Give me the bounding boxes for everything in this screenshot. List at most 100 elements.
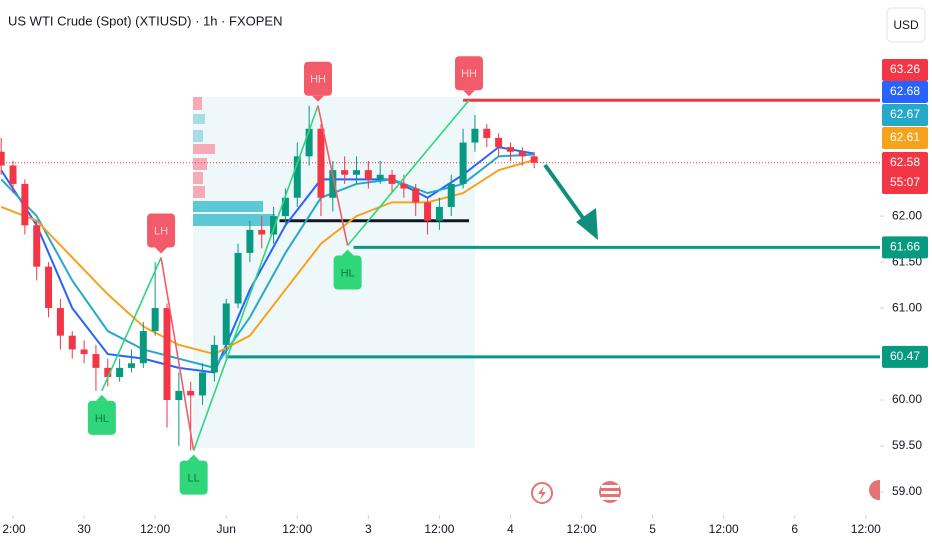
candle-body — [246, 229, 254, 253]
currency-button[interactable] — [886, 7, 926, 43]
candle-body — [45, 266, 53, 309]
zigzag-segment — [101, 257, 162, 392]
profile-bar — [193, 201, 263, 212]
x-tick-label: 12:00 — [282, 522, 312, 536]
pivot-pointer — [95, 394, 108, 401]
candle-body — [163, 308, 171, 401]
price-tag-label: 62.67 — [890, 107, 920, 121]
candle-body — [518, 151, 526, 157]
profile-bar — [193, 114, 205, 124]
pivot-pointer — [312, 95, 325, 102]
candle-body — [210, 344, 218, 373]
candle-body — [435, 206, 443, 221]
zigzag-segment — [347, 99, 470, 247]
pivot-label: LL — [188, 473, 200, 485]
candle-body — [305, 128, 313, 157]
price-tag-label: 62.58 — [890, 155, 920, 169]
forecast-arrow — [543, 163, 598, 240]
x-tick-label: 5 — [649, 522, 656, 536]
candle-body — [187, 390, 195, 396]
candle-body — [56, 308, 64, 336]
price-tag-label: 60.47 — [890, 349, 920, 363]
candle-body — [495, 137, 503, 148]
pivot-label: LH — [154, 225, 168, 237]
candle-body — [80, 349, 88, 355]
x-tick-label: Jun — [217, 522, 236, 536]
candle-body — [104, 367, 112, 378]
candle-body — [447, 183, 455, 207]
candle-body — [234, 252, 242, 304]
event-icon-bolt — [538, 486, 546, 500]
y-tick-label: 59.00 — [892, 484, 922, 498]
pivot-box — [333, 255, 362, 290]
candle-body — [483, 128, 491, 138]
profile-bar — [193, 144, 215, 154]
moving-average — [0, 153, 535, 369]
arrow-head — [576, 208, 598, 240]
pivot-label: HL — [95, 413, 109, 425]
countdown-label: 55:07 — [890, 175, 920, 189]
arrow-shaft — [543, 163, 590, 227]
candle-body — [364, 170, 372, 180]
flag-stripe — [601, 497, 619, 500]
candle-body — [0, 151, 5, 166]
candle-body — [341, 170, 349, 175]
pivot-label: HH — [310, 74, 326, 86]
candle-body — [116, 367, 124, 378]
profile-bar — [193, 97, 202, 110]
pivot-pointer — [341, 249, 354, 256]
x-tick-label: 12:00 — [567, 522, 597, 536]
pivot-box — [179, 460, 208, 495]
x-tick-label: 12:00 — [140, 522, 170, 536]
pivot-marker: HH — [304, 61, 333, 102]
x-tick-label: 30 — [77, 522, 91, 536]
pivot-label: HL — [341, 267, 355, 279]
y-tick-label: 61.00 — [892, 300, 922, 314]
candle-body — [388, 174, 396, 184]
candle-body — [151, 308, 159, 332]
candle-body — [424, 202, 432, 221]
candle-body — [258, 229, 266, 235]
candle-body — [459, 142, 467, 184]
price-tag-label: 62.61 — [890, 130, 920, 144]
profile-bar — [193, 186, 205, 198]
candle-body — [293, 156, 301, 198]
price-tag-label: 62.68 — [890, 84, 920, 98]
pivot-marker: HL — [333, 249, 362, 290]
candle-body — [33, 225, 41, 267]
x-tick-label: 3 — [365, 522, 372, 536]
currency-label[interactable]: USD — [893, 18, 919, 32]
price-tag — [882, 152, 928, 194]
pivot-pointer — [463, 90, 476, 97]
pivot-marker: HL — [87, 394, 116, 435]
candle-body — [329, 170, 337, 198]
y-tick-label: 62.00 — [892, 208, 922, 222]
price-tag — [882, 81, 928, 103]
y-tick-label: 59.50 — [892, 438, 922, 452]
pivot-marker: LH — [147, 213, 176, 254]
pivot-marker: HH — [455, 56, 484, 97]
moving-average — [0, 159, 535, 356]
candle-body — [199, 372, 207, 396]
price-tag — [882, 236, 928, 259]
y-tick-label: 60.00 — [892, 392, 922, 406]
candle-body — [139, 331, 147, 364]
candle-body — [530, 156, 538, 163]
price-tag-label: 63.26 — [890, 62, 920, 76]
candle-body — [222, 303, 230, 345]
candle-body — [175, 390, 183, 401]
pivot-label: HH — [461, 68, 477, 80]
profile-bar — [193, 158, 207, 170]
price-tag-label: 61.66 — [890, 240, 920, 254]
candle-body — [281, 197, 289, 217]
volume-profile — [193, 97, 275, 226]
profile-bar — [193, 130, 203, 142]
price-tag — [882, 104, 928, 126]
candle-body — [127, 363, 135, 368]
profile-bar — [193, 172, 203, 184]
x-tick-label: 12:00 — [851, 522, 881, 536]
moving-average — [0, 146, 535, 374]
x-tick-label: 4 — [507, 522, 514, 536]
